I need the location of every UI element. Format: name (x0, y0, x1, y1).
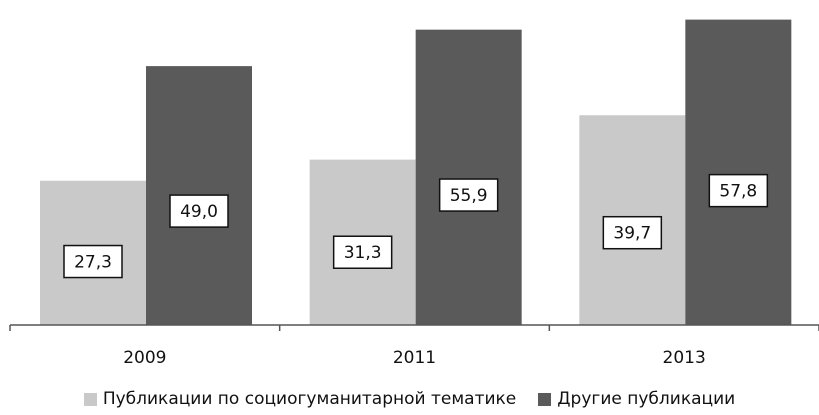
data-label-2011-series-1: 31,3 (332, 235, 393, 269)
legend-item-series-2: Другие публикации (538, 389, 735, 409)
data-label-box (708, 173, 769, 208)
data-label-box (169, 194, 229, 228)
bars-layer (40, 19, 792, 326)
bar-2013-series-2 (685, 19, 792, 326)
x-tick-label-2011: 2011 (393, 348, 436, 368)
data-label-text: 39,7 (613, 224, 651, 244)
data-label-text: 49,0 (180, 202, 218, 222)
data-label-2013-series-1: 39,7 (602, 215, 663, 250)
legend-swatch-series-1 (83, 392, 97, 406)
data-label-box (602, 215, 663, 250)
bar-chart: 27,3 49,0 31,3 55,9 39,7 57,8 2009 2011 2013 (9, 19, 819, 368)
legend-label-series-1: Публикации по социогуманитарной тематике (102, 389, 517, 409)
data-label-box (63, 244, 123, 279)
data-label-box (438, 178, 499, 212)
data-label-2009-series-1: 27,3 (63, 244, 123, 279)
data-label-2013-series-2: 57,8 (708, 173, 769, 208)
data-label-2011-series-2: 55,9 (438, 178, 499, 212)
data-label-text: 27,3 (74, 253, 112, 273)
legend: Публикации по социогуманитарной тематике… (0, 385, 819, 413)
legend-label-series-2: Другие публикации (557, 389, 736, 409)
data-labels-layer: 27,3 49,0 31,3 55,9 39,7 57,8 (63, 173, 769, 279)
data-label-2009-series-2: 49,0 (169, 194, 229, 228)
data-label-text: 55,9 (450, 186, 488, 206)
x-axis: 2009 2011 2013 (9, 324, 819, 368)
data-label-box (332, 235, 393, 269)
x-tick-label-2013: 2013 (663, 348, 706, 368)
data-label-text: 57,8 (719, 182, 757, 202)
data-label-text: 31,3 (344, 243, 382, 263)
legend-item-series-1: Публикации по социогуманитарной тематике (83, 389, 517, 409)
x-tick-label-2009: 2009 (123, 348, 166, 368)
bar-2011-series-2 (415, 29, 522, 325)
legend-swatch-series-2 (538, 392, 552, 406)
